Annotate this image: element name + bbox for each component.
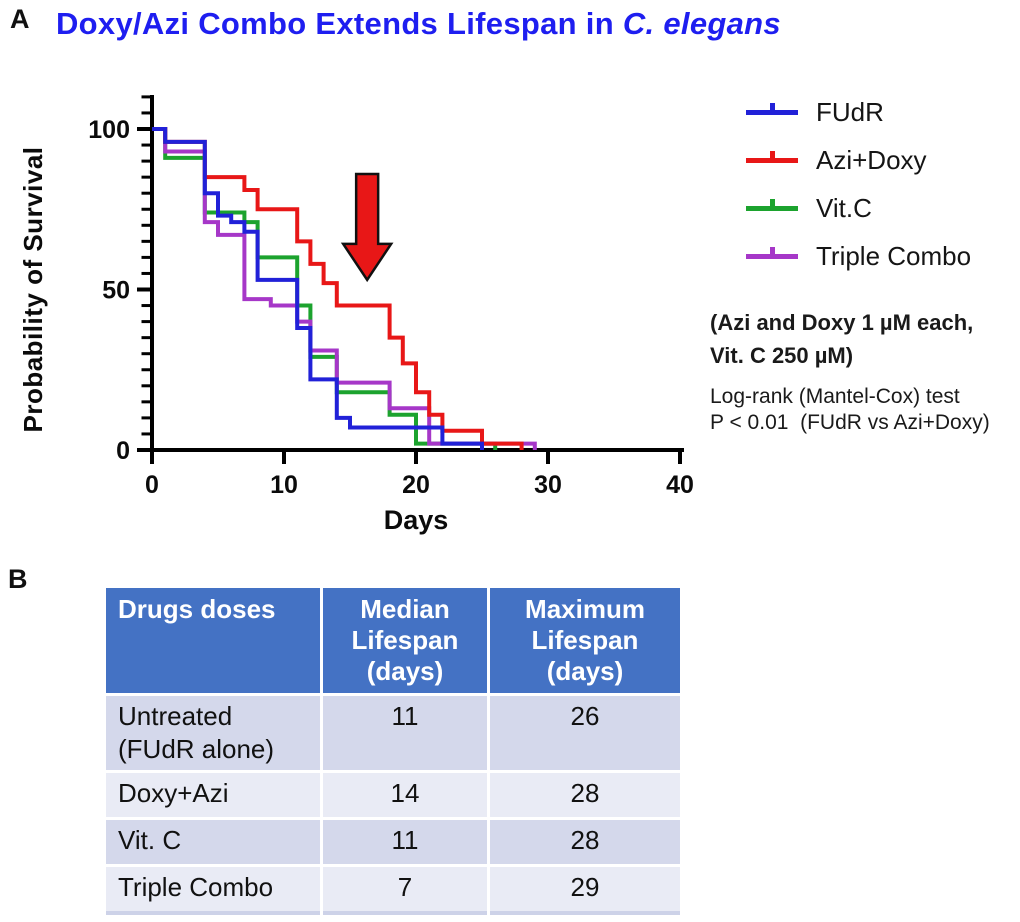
legend-censor-tick-icon — [770, 247, 775, 259]
legend-censor-tick-icon — [770, 151, 775, 163]
lifespan-table: Drugs doses Median Lifespan (days) Maximum… — [103, 585, 683, 918]
legend-item-fudr: FUdR — [746, 97, 971, 127]
x-axis-tick-label: 0 — [145, 471, 159, 499]
y-axis-tick-label: 50 — [102, 277, 130, 305]
table-cell: Doxy+Azi — [106, 773, 320, 817]
legend-item-vit-c: Vit.C — [746, 193, 971, 223]
table-cell: Triple Combo — [106, 867, 320, 915]
table-cell: 26 — [490, 696, 680, 770]
stats-annotation: Log-rank (Mantel-Cox) test P < 0.01 (FUd… — [710, 384, 1020, 436]
table-cell: 28 — [490, 773, 680, 817]
panel-a-label: A — [10, 4, 30, 34]
table-cell: Untreated (FUdR alone) — [106, 696, 320, 770]
table-cell: 28 — [490, 820, 680, 864]
legend-censor-tick-icon — [770, 103, 775, 115]
chart-legend: FUdR Azi+Doxy Vit.C Triple Combo — [746, 97, 971, 289]
table-row: Untreated (FUdR alone) 11 26 — [106, 696, 680, 770]
x-axis-tick-label: 20 — [402, 471, 430, 499]
legend-label: Azi+Doxy — [816, 144, 927, 175]
stats-annotation-line2: P < 0.01 (FUdR vs Azi+Doxy) — [710, 411, 990, 434]
y-axis-tick-label: 100 — [88, 116, 130, 144]
chart-annotations: (Azi and Doxy 1 µM each, Vit. C 250 µM) … — [710, 306, 1020, 436]
table-header-row: Drugs doses Median Lifespan (days) Maximum… — [106, 588, 680, 693]
legend-marker-triple-combo — [746, 247, 798, 265]
table-cell: 29 — [490, 867, 680, 915]
dose-annotation-line2: Vit. C 250 µM) — [710, 343, 854, 368]
table-header-cell: Drugs doses — [106, 588, 320, 693]
figure-title: Doxy/Azi Combo Extends Lifespan in C. el… — [56, 6, 781, 42]
table-header-cell: Median Lifespan (days) — [323, 588, 487, 693]
table-row: Doxy+Azi 14 28 — [106, 773, 680, 817]
legend-marker-azi-doxy — [746, 151, 798, 169]
legend-label: Vit.C — [816, 192, 872, 223]
table-row: Vit. C 11 28 — [106, 820, 680, 864]
survival-curve-azi-doxy — [152, 127, 524, 450]
table-header-cell: Maximum Lifespan (days) — [490, 588, 680, 693]
legend-label: FUdR — [816, 96, 884, 127]
legend-censor-tick-icon — [770, 199, 775, 211]
stats-annotation-line1: Log-rank (Mantel-Cox) test — [710, 385, 960, 408]
dose-annotation: (Azi and Doxy 1 µM each, Vit. C 250 µM) — [710, 306, 1020, 372]
down-arrow-icon — [340, 172, 394, 283]
figure-title-main: Doxy/Azi Combo Extends Lifespan in — [56, 6, 623, 41]
table-cell: 14 — [323, 773, 487, 817]
x-axis-tick-label: 30 — [534, 471, 562, 499]
table-cell: 11 — [323, 696, 487, 770]
legend-marker-vit-c — [746, 199, 798, 217]
survival-curve-fudr — [152, 127, 484, 450]
y-axis-tick-label: 0 — [116, 437, 130, 465]
y-axis-title: Probability of Survival — [18, 146, 48, 432]
table-cell: 7 — [323, 867, 487, 915]
legend-marker-fudr — [746, 103, 798, 121]
table-cell: 11 — [323, 820, 487, 864]
x-axis-tick-label: 40 — [666, 471, 694, 499]
legend-item-azi-doxy: Azi+Doxy — [746, 145, 971, 175]
legend-label: Triple Combo — [816, 240, 972, 271]
table-row: Triple Combo 7 29 — [106, 867, 680, 915]
x-axis-tick-label: 10 — [270, 471, 298, 499]
table-cell: Vit. C — [106, 820, 320, 864]
legend-item-triple-combo: Triple Combo — [746, 241, 971, 271]
dose-annotation-line1: (Azi and Doxy 1 µM each, — [710, 310, 974, 335]
figure-title-species: C. elegans — [622, 6, 781, 41]
panel-b-label: B — [8, 564, 28, 594]
x-axis-title: Days — [384, 505, 449, 535]
survival-chart: 0 50 100 0 10 20 30 40 Days Probability of Surviv… — [18, 95, 694, 535]
